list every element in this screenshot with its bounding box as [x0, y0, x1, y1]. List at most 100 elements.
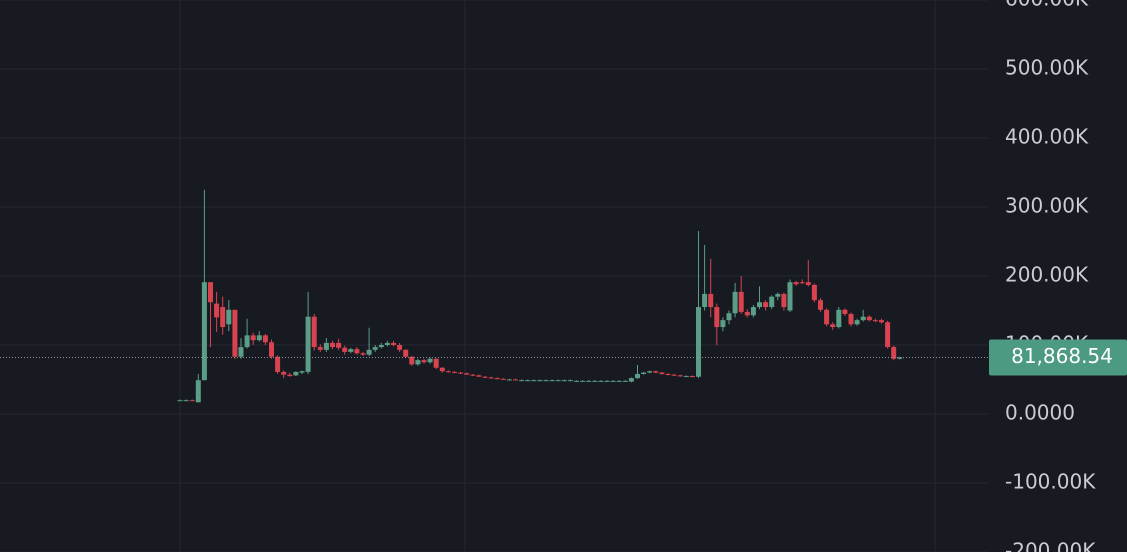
candle-body — [757, 302, 762, 308]
candle-body — [726, 313, 732, 321]
candle-body — [885, 322, 891, 348]
candle-body — [287, 374, 293, 377]
candle-body — [750, 307, 756, 316]
candle-body — [250, 335, 256, 341]
candle-body — [866, 316, 872, 321]
candle-body — [195, 380, 201, 403]
candle-body — [787, 282, 793, 311]
candle-body — [848, 313, 854, 325]
candle-body — [897, 357, 903, 359]
candle-body — [421, 360, 427, 363]
candle-body — [336, 342, 342, 348]
candle-body — [275, 356, 281, 372]
candle-body — [208, 282, 213, 303]
candle-body — [543, 380, 549, 382]
candle-body — [763, 302, 769, 308]
candle-body — [604, 380, 610, 382]
candle-body — [372, 347, 378, 350]
candle-body — [439, 367, 445, 372]
candle-body — [244, 335, 250, 348]
candle-body — [433, 358, 439, 368]
candle-body — [799, 282, 805, 284]
y-tick-label: 500.00K — [1005, 56, 1089, 80]
y-tick-label: -200.00K — [1005, 539, 1096, 552]
candle-body — [635, 373, 640, 379]
candle-body — [464, 373, 470, 375]
candle-body — [415, 360, 421, 365]
candle-body — [872, 320, 878, 322]
candle-body — [513, 379, 518, 381]
candle-body — [830, 324, 836, 328]
y-tick-label: 0.0000 — [1005, 401, 1075, 425]
candle-body — [702, 293, 708, 308]
candle-body — [549, 380, 555, 382]
candle-body — [647, 371, 653, 373]
candle-body — [488, 377, 494, 379]
candle-body — [567, 380, 573, 382]
candle-body — [842, 309, 848, 314]
candle-body — [269, 342, 274, 357]
candle-body — [696, 307, 701, 377]
candle-body — [366, 349, 372, 355]
candle-body — [201, 282, 207, 381]
candle-body — [238, 347, 244, 357]
candle-body — [592, 380, 598, 382]
price-label: 81,868.54 — [1011, 344, 1113, 368]
candle-body — [256, 335, 262, 341]
candle-body — [537, 380, 543, 382]
candle-body — [342, 347, 348, 352]
candle-body — [519, 380, 525, 382]
candle-body — [720, 320, 726, 328]
candle-body — [714, 307, 720, 328]
candle-body — [348, 349, 354, 352]
candle-body — [683, 376, 689, 378]
candle-body — [708, 293, 714, 308]
y-tick-label: 300.00K — [1005, 194, 1089, 218]
candle-body — [879, 320, 884, 323]
candle-body — [226, 309, 232, 325]
y-tick-label: -100.00K — [1005, 470, 1096, 494]
candle-body — [177, 400, 183, 402]
candle-body — [427, 358, 433, 363]
candle-body — [818, 300, 823, 310]
candle-body — [811, 284, 817, 301]
candle-body — [378, 345, 384, 348]
candle-body — [860, 316, 866, 321]
candle-body — [561, 380, 567, 382]
candle-body — [659, 372, 665, 374]
candle-body — [506, 379, 512, 381]
candle-body — [323, 342, 329, 350]
candle-body — [476, 375, 482, 377]
candle-body — [574, 380, 579, 382]
candle-body — [689, 376, 695, 378]
candle-body — [317, 347, 323, 350]
candle-body — [665, 373, 671, 375]
candle-body — [824, 309, 830, 325]
candle-body — [732, 291, 738, 314]
candle-body — [781, 293, 787, 308]
candle-body — [494, 378, 500, 380]
candle-body — [403, 349, 409, 357]
candle-body — [891, 347, 897, 359]
candle-body — [409, 356, 415, 365]
candle-body — [555, 380, 561, 382]
candle-body — [525, 380, 531, 382]
candle-body — [299, 371, 305, 373]
candle-body — [738, 291, 744, 312]
candle-body — [445, 371, 451, 373]
candle-body — [360, 353, 366, 355]
candle-body — [671, 374, 677, 376]
candle-body — [183, 400, 189, 402]
candle-body — [220, 307, 226, 328]
candle-body — [616, 380, 622, 382]
candle-body — [311, 316, 317, 348]
candle-body — [805, 282, 811, 285]
candle-body — [305, 316, 311, 372]
y-tick-label: 400.00K — [1005, 125, 1089, 149]
candle-body — [384, 342, 390, 345]
candle-body — [262, 335, 268, 343]
candle-body — [744, 311, 750, 316]
candle-body — [391, 342, 396, 345]
candle-body — [189, 400, 195, 402]
